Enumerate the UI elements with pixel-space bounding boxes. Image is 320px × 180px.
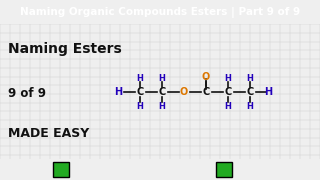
Text: C: C [158, 87, 166, 97]
Text: C: C [202, 87, 210, 97]
Text: H: H [247, 102, 253, 111]
Text: C: C [246, 87, 254, 97]
Text: H: H [159, 74, 165, 83]
Text: H: H [264, 87, 272, 97]
FancyBboxPatch shape [216, 162, 232, 177]
Text: 9 of 9: 9 of 9 [8, 87, 46, 100]
Text: H: H [114, 87, 122, 97]
Text: Naming Organic Compounds Esters | Part 9 of 9: Naming Organic Compounds Esters | Part 9… [20, 7, 300, 18]
Text: MADE EASY: MADE EASY [8, 127, 89, 140]
Text: C: C [136, 87, 144, 97]
Text: H: H [137, 102, 143, 111]
Text: H: H [159, 102, 165, 111]
Text: C: C [224, 87, 232, 97]
FancyBboxPatch shape [53, 162, 69, 177]
Text: Naming Esters: Naming Esters [8, 42, 122, 56]
Text: H: H [137, 74, 143, 83]
Text: H: H [225, 74, 231, 83]
Text: H: H [225, 102, 231, 111]
Text: H: H [247, 74, 253, 83]
Text: O: O [202, 72, 210, 82]
Text: O: O [180, 87, 188, 97]
